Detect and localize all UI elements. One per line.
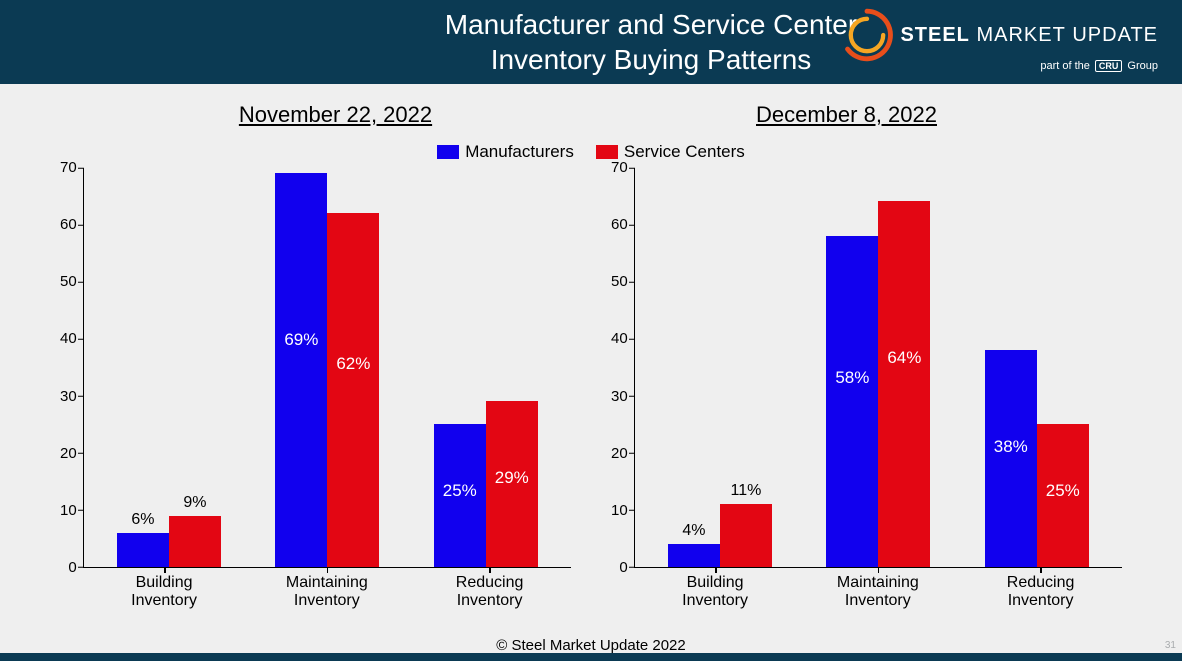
y-tick-mark bbox=[629, 509, 635, 511]
brand-logo-text: STEEL MARKET UPDATE bbox=[900, 24, 1158, 47]
bar-data-label: 6% bbox=[131, 511, 154, 529]
y-tick-mark bbox=[78, 167, 84, 169]
bar-data-label: 58% bbox=[835, 368, 869, 388]
legend: Manufacturers Service Centers bbox=[437, 142, 745, 162]
brand-sub-prefix: part of the bbox=[1040, 60, 1090, 72]
page-number: 31 bbox=[1165, 640, 1176, 651]
bar-service_centers: 11% bbox=[720, 504, 772, 567]
x-tick-marks bbox=[635, 567, 1122, 573]
legend-swatch-icon bbox=[437, 145, 459, 159]
y-tick-mark bbox=[78, 509, 84, 511]
x-tick-mark bbox=[489, 567, 491, 573]
bar-data-label: 69% bbox=[284, 330, 318, 350]
legend-label: Manufacturers bbox=[465, 142, 574, 162]
bar-data-label: 62% bbox=[336, 354, 370, 374]
header: Manufacturer and Service Center Inventor… bbox=[0, 0, 1182, 84]
category-group: 58% 64% bbox=[799, 168, 957, 567]
plot-wrap: 4%11%58%64%38%25%BuildingInventoryMainta… bbox=[634, 168, 1122, 611]
y-tick-mark bbox=[629, 338, 635, 340]
y-tick-mark bbox=[78, 224, 84, 226]
y-tick-mark bbox=[78, 338, 84, 340]
bar-data-label: 11% bbox=[730, 482, 761, 500]
bar-data-label: 38% bbox=[994, 437, 1028, 457]
category-group: 38% 25% bbox=[958, 168, 1116, 567]
footer-bar bbox=[0, 653, 1182, 661]
category-group: 69% 62% bbox=[248, 168, 406, 567]
x-axis-label: BuildingInventory bbox=[83, 574, 246, 611]
y-tick-marks bbox=[78, 168, 84, 567]
category-group: 4%11% bbox=[641, 168, 799, 567]
bar-manufacturers: 25% bbox=[434, 424, 486, 567]
legend-swatch-icon bbox=[596, 145, 618, 159]
bar-manufacturers: 4% bbox=[668, 544, 720, 567]
panel-titles-row: November 22, 2022 December 8, 2022 bbox=[40, 102, 1142, 128]
x-axis-labels: BuildingInventoryMaintainingInventoryRed… bbox=[634, 574, 1122, 611]
y-tick-mark bbox=[78, 452, 84, 454]
x-tick-mark bbox=[1040, 567, 1042, 573]
bar-manufacturers: 69% bbox=[275, 173, 327, 567]
swirl-icon bbox=[840, 8, 894, 62]
x-axis-labels: BuildingInventoryMaintainingInventoryRed… bbox=[83, 574, 571, 611]
chart-right: 0102030405060704%11%58%64%38%25%Building… bbox=[611, 168, 1122, 611]
category-group: 6%9% bbox=[90, 168, 248, 567]
bar-service_centers: 29% bbox=[486, 401, 538, 567]
charts-row: 0102030405060706%9%69%62%25%29%BuildingI… bbox=[40, 168, 1142, 611]
bar-manufacturers: 38% bbox=[985, 350, 1037, 567]
x-tick-mark bbox=[878, 567, 880, 573]
x-axis-label: ReducingInventory bbox=[408, 574, 571, 611]
plot-area: 6%9%69%62%25%29% bbox=[83, 168, 571, 568]
x-tick-mark bbox=[327, 567, 329, 573]
y-tick-mark bbox=[629, 167, 635, 169]
x-tick-marks bbox=[84, 567, 571, 573]
chart-left: 0102030405060706%9%69%62%25%29%BuildingI… bbox=[60, 168, 571, 611]
legend-label: Service Centers bbox=[624, 142, 745, 162]
legend-item-manufacturers: Manufacturers bbox=[437, 142, 574, 162]
plot-wrap: 6%9%69%62%25%29%BuildingInventoryMaintai… bbox=[83, 168, 571, 611]
y-tick-marks bbox=[629, 168, 635, 567]
y-tick-mark bbox=[629, 224, 635, 226]
y-tick-mark bbox=[78, 395, 84, 397]
brand-logo: STEEL MARKET UPDATE part of the CRU Grou… bbox=[840, 8, 1158, 72]
bar-data-label: 9% bbox=[183, 494, 206, 512]
bar-service_centers: 9% bbox=[169, 516, 221, 567]
y-tick-mark bbox=[629, 395, 635, 397]
x-tick-mark bbox=[715, 567, 717, 573]
panel-title-left: November 22, 2022 bbox=[80, 102, 591, 128]
brand-sub-suffix: Group bbox=[1127, 60, 1158, 72]
x-tick-mark bbox=[164, 567, 166, 573]
bar-service_centers: 62% bbox=[327, 213, 379, 567]
brand-word-update: UPDATE bbox=[1072, 24, 1158, 46]
bar-data-label: 64% bbox=[887, 348, 921, 368]
category-group: 25% 29% bbox=[407, 168, 565, 567]
brand-word-steel: STEEL bbox=[900, 24, 969, 46]
bar-manufacturers: 6% bbox=[117, 533, 169, 567]
bar-service_centers: 64% bbox=[878, 201, 930, 567]
x-axis-label: MaintainingInventory bbox=[796, 574, 959, 611]
bar-data-label: 29% bbox=[495, 468, 529, 488]
brand-logo-subtitle: part of the CRU Group bbox=[1040, 60, 1158, 72]
y-tick-mark bbox=[78, 281, 84, 283]
x-axis-label: ReducingInventory bbox=[959, 574, 1122, 611]
y-tick-mark bbox=[629, 452, 635, 454]
x-axis-label: MaintainingInventory bbox=[245, 574, 408, 611]
content-area: November 22, 2022 December 8, 2022 Manuf… bbox=[0, 84, 1182, 654]
title-line-2: Inventory Buying Patterns bbox=[491, 44, 812, 75]
brand-logo-main: STEEL MARKET UPDATE bbox=[840, 8, 1158, 62]
plot-area: 4%11%58%64%38%25% bbox=[634, 168, 1122, 568]
brand-sub-brand: CRU bbox=[1095, 60, 1123, 72]
bar-data-label: 25% bbox=[1046, 481, 1080, 501]
panel-title-right: December 8, 2022 bbox=[591, 102, 1102, 128]
x-axis-label: BuildingInventory bbox=[634, 574, 797, 611]
y-tick-mark bbox=[629, 281, 635, 283]
brand-word-market: MARKET bbox=[976, 24, 1065, 46]
bar-service_centers: 25% bbox=[1037, 424, 1089, 567]
bar-data-label: 25% bbox=[443, 481, 477, 501]
bar-manufacturers: 58% bbox=[826, 236, 878, 567]
bar-data-label: 4% bbox=[682, 522, 705, 540]
title-line-1: Manufacturer and Service Center bbox=[445, 9, 857, 40]
copyright-text: © Steel Market Update 2022 bbox=[40, 637, 1142, 654]
